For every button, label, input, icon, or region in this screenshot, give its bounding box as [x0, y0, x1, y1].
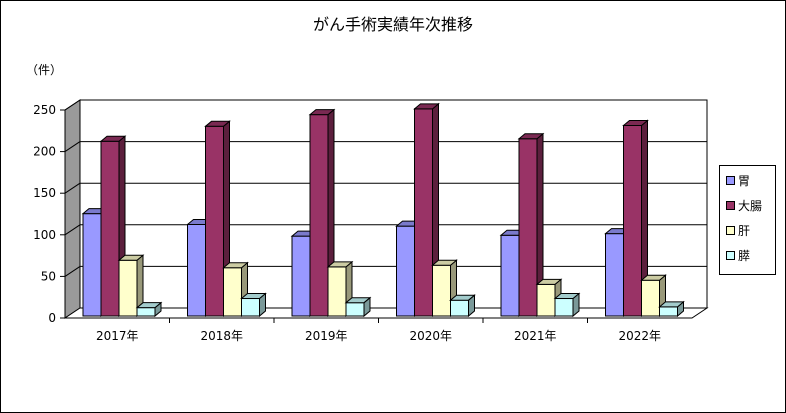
bar-top [117, 254, 145, 261]
legend-label: 肝 [738, 223, 751, 238]
y-tick-label: 50 [41, 269, 56, 283]
bar-front [605, 233, 624, 317]
bar-front [118, 259, 138, 317]
y-axis-unit: （件） [26, 63, 63, 77]
chart-walls [63, 99, 709, 319]
y-tick-label: 200 [33, 145, 56, 159]
bar-top [99, 135, 127, 142]
legend-label: 膵 [738, 248, 751, 263]
gridline-side [64, 141, 81, 153]
x-axis-ticks: 2017年 2018年 2019年 2020年 2021年 2022年 [96, 318, 661, 343]
bar-front [500, 234, 520, 317]
x-tick-label: 2021年 [514, 329, 557, 343]
bar-front [623, 124, 642, 317]
bar-top [413, 103, 440, 110]
y-tick-label: 100 [33, 228, 56, 242]
gridlines [64, 99, 707, 277]
bar-膵-2018年 [240, 292, 267, 318]
gridline-side [64, 224, 81, 236]
bar-front [291, 235, 311, 317]
bar-top [204, 120, 231, 127]
bar-大腸-2019年 [308, 108, 336, 318]
side-wall [64, 99, 81, 319]
legend-item: 胃 [726, 172, 750, 188]
bar-front [187, 223, 206, 317]
legend-label: 大腸 [738, 198, 763, 213]
legend-swatch [726, 250, 735, 260]
bar-top [222, 262, 249, 269]
bar-top [326, 261, 354, 268]
bar-膵-2022年 [658, 300, 685, 318]
bar-front [136, 307, 156, 317]
bar-front [205, 125, 224, 317]
bar-front [432, 264, 451, 317]
bar-top [449, 294, 476, 301]
bar-膵-2019年 [344, 296, 372, 318]
y-tick-label: 250 [33, 103, 56, 117]
x-tick-label: 2019年 [305, 329, 348, 343]
bar-front [450, 299, 469, 317]
bar-front [536, 283, 556, 317]
legend-item: 膵 [726, 247, 750, 263]
gridline-side [64, 265, 81, 277]
legend-item: 肝 [726, 222, 750, 238]
bar-肝-2017年 [117, 254, 145, 318]
bar-top [535, 278, 563, 285]
bar-top [553, 293, 581, 300]
bar-front [396, 225, 415, 317]
x-tick-label: 2022年 [618, 329, 661, 343]
y-axis-ticks: 0 50 100 150 200 250 [33, 103, 65, 325]
legend-item: 大腸 [726, 197, 762, 213]
bar-front [309, 114, 329, 317]
bar-front [345, 302, 365, 317]
legend: 胃大腸肝膵 [719, 165, 776, 275]
bars-group [81, 102, 685, 318]
bar-top [344, 297, 372, 304]
bar-front [554, 298, 574, 317]
bar-top [622, 119, 649, 126]
bar-top [431, 259, 458, 266]
bar-top [517, 133, 545, 140]
bar-膵-2021年 [553, 292, 581, 318]
gridline-side [64, 99, 81, 111]
bar-top [658, 301, 685, 308]
legend-swatch [726, 175, 735, 185]
bar-膵-2020年 [449, 294, 476, 318]
bar-front [518, 138, 538, 317]
legend-swatch [726, 200, 735, 210]
bar-front [100, 140, 120, 317]
bar-front [327, 266, 347, 317]
x-tick-label: 2018年 [200, 329, 243, 343]
bar-大腸-2021年 [517, 132, 545, 318]
y-tick-label: 150 [33, 186, 56, 200]
bar-top [135, 302, 163, 309]
legend-swatch [726, 225, 735, 235]
bar-front [223, 267, 242, 317]
chart-title: がん手術実績年次推移 [312, 15, 473, 34]
x-tick-label: 2017年 [96, 329, 139, 343]
bar-top [240, 293, 267, 300]
bar-top [308, 109, 336, 116]
bar-大腸-2020年 [413, 102, 440, 318]
y-tick-label: 0 [48, 311, 56, 325]
bar-膵-2017年 [135, 301, 163, 318]
bar-front [82, 213, 102, 317]
gridline-side [64, 182, 81, 194]
bar-front [414, 108, 433, 317]
bar-top [640, 274, 667, 281]
x-tick-label: 2020年 [409, 329, 452, 343]
bar-front [641, 279, 660, 317]
legend-label: 胃 [738, 173, 751, 188]
bar-front [659, 306, 678, 317]
back-wall [79, 99, 708, 309]
bar-front [241, 298, 260, 317]
